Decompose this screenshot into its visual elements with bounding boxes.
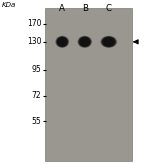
Ellipse shape [104, 38, 113, 45]
Ellipse shape [103, 37, 114, 46]
Ellipse shape [58, 38, 66, 46]
Ellipse shape [100, 36, 117, 48]
Ellipse shape [78, 37, 91, 47]
Text: A: A [59, 4, 65, 13]
Ellipse shape [101, 36, 117, 48]
Ellipse shape [55, 36, 69, 48]
Ellipse shape [80, 38, 89, 46]
Ellipse shape [58, 38, 66, 46]
Ellipse shape [104, 38, 113, 46]
Ellipse shape [59, 38, 66, 45]
Ellipse shape [79, 37, 91, 47]
Ellipse shape [102, 37, 116, 47]
Ellipse shape [78, 36, 92, 48]
Ellipse shape [101, 36, 116, 47]
Text: 170: 170 [27, 19, 41, 28]
Ellipse shape [104, 38, 114, 46]
Ellipse shape [57, 37, 67, 47]
Text: B: B [82, 4, 88, 13]
Bar [45, 8, 132, 161]
Ellipse shape [56, 36, 69, 47]
Text: 130: 130 [27, 37, 41, 46]
Ellipse shape [81, 38, 88, 45]
Ellipse shape [79, 37, 90, 47]
Ellipse shape [80, 38, 89, 46]
Ellipse shape [103, 38, 114, 46]
Ellipse shape [58, 38, 67, 46]
Text: KDa: KDa [2, 2, 16, 9]
Ellipse shape [57, 37, 68, 47]
Ellipse shape [80, 37, 90, 47]
Ellipse shape [100, 36, 117, 48]
Ellipse shape [57, 37, 68, 47]
Text: C: C [106, 4, 112, 13]
Ellipse shape [56, 37, 68, 47]
Ellipse shape [103, 37, 115, 47]
Text: 55: 55 [32, 117, 41, 126]
Text: 72: 72 [32, 92, 41, 100]
Ellipse shape [80, 37, 90, 46]
Ellipse shape [78, 36, 92, 48]
Ellipse shape [56, 36, 69, 48]
Ellipse shape [78, 36, 91, 47]
Ellipse shape [102, 37, 116, 47]
Ellipse shape [55, 36, 69, 48]
Text: 95: 95 [32, 65, 41, 74]
Ellipse shape [102, 37, 115, 47]
Ellipse shape [57, 37, 67, 46]
Ellipse shape [81, 38, 89, 46]
Ellipse shape [77, 36, 92, 48]
